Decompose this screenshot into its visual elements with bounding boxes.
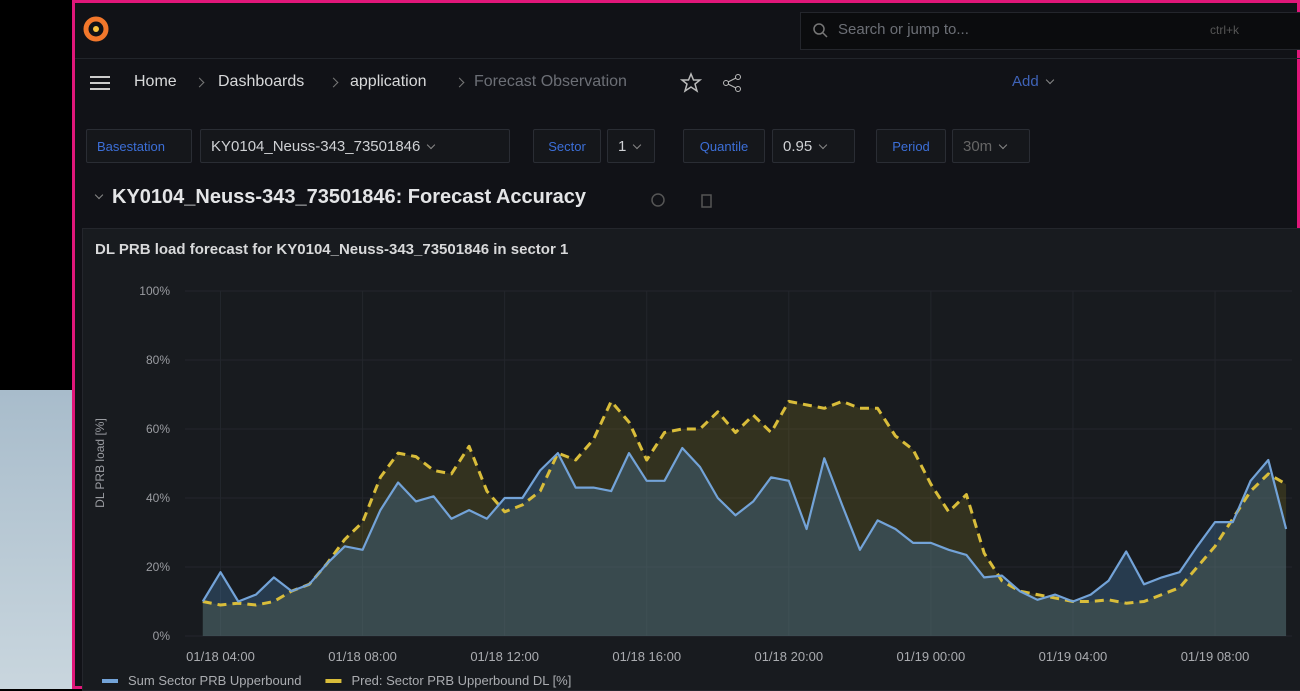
y-axis-label: DL PRB load [%]: [93, 418, 107, 508]
x-tick-label: 01/19 08:00: [1181, 649, 1250, 664]
x-tick-label: 01/18 12:00: [470, 649, 539, 664]
x-tick-label: 01/18 08:00: [328, 649, 397, 664]
legend-label: Sum Sector PRB Upperbound: [128, 673, 301, 688]
x-tick-label: 01/19 04:00: [1039, 649, 1108, 664]
y-tick-label: 20%: [146, 560, 170, 574]
y-tick-label: 100%: [139, 284, 170, 298]
y-tick-label: 0%: [153, 629, 171, 643]
y-tick-label: 60%: [146, 422, 170, 436]
x-tick-label: 01/19 00:00: [897, 649, 966, 664]
x-tick-label: 01/18 20:00: [754, 649, 823, 664]
x-tick-label: 01/18 04:00: [186, 649, 255, 664]
legend-label: Pred: Sector PRB Upperbound DL [%]: [351, 673, 571, 688]
x-tick-label: 01/18 16:00: [612, 649, 681, 664]
y-tick-label: 40%: [146, 491, 170, 505]
y-tick-label: 80%: [146, 353, 170, 367]
chart: DL PRB load [%] 0% 20% 40% 60% 80% 100% 01/18 …: [0, 0, 1300, 689]
page: Search or jump to... ctrl+k Home Dashboa…: [0, 0, 1300, 689]
